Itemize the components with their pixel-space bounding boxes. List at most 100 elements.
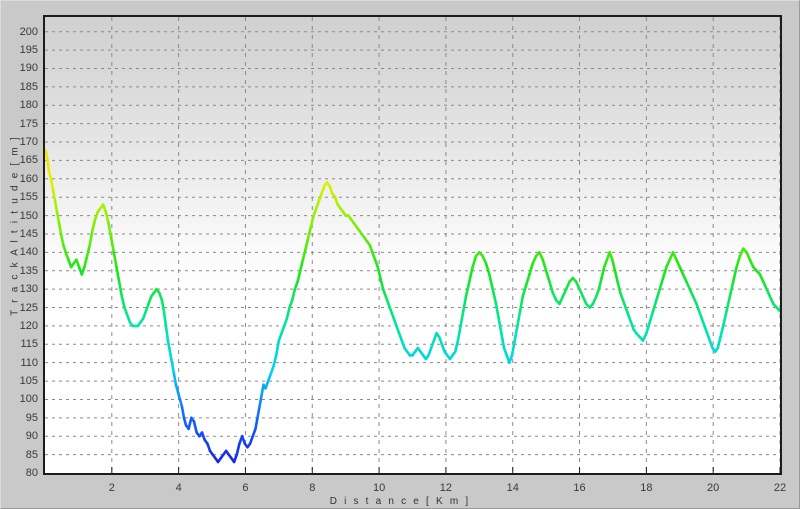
trace-segment <box>473 256 476 267</box>
trace-segment <box>563 289 566 296</box>
y-tick-label: 195 <box>19 44 38 57</box>
trace-segment <box>686 282 689 289</box>
trace-segment <box>164 311 166 326</box>
y-tick-label: 120 <box>19 319 38 332</box>
y-tick-label: 135 <box>19 264 38 277</box>
trace-segment <box>61 234 63 245</box>
trace-segment <box>702 319 705 326</box>
trace-segment <box>388 304 391 311</box>
trace-segment <box>526 274 529 285</box>
trace-segment <box>509 355 512 362</box>
trace-segment <box>284 319 287 326</box>
trace-segment <box>143 311 146 318</box>
trace-segment <box>202 433 205 440</box>
trace-segment <box>300 260 303 271</box>
y-tick-label: 145 <box>19 227 38 240</box>
trace-segment <box>268 374 271 381</box>
trace-segment <box>394 319 397 326</box>
trace-segment <box>546 271 549 282</box>
trace-segment <box>82 267 85 274</box>
y-tick-label: 165 <box>19 154 38 167</box>
trace-segment <box>279 333 282 340</box>
x-tick-label: 6 <box>242 482 249 494</box>
y-tick-label: 90 <box>25 430 38 443</box>
trace-segment <box>663 267 666 278</box>
trace-segment <box>643 333 646 340</box>
trace-segment <box>383 289 386 296</box>
trace-segment <box>602 267 605 278</box>
y-tick-label: 100 <box>19 393 38 406</box>
trace-segment <box>59 223 61 234</box>
trace-segment <box>108 223 111 238</box>
trace-segment <box>666 260 669 267</box>
trace-segment <box>583 296 586 303</box>
y-tick-label: 115 <box>20 338 38 351</box>
trace-segment <box>618 282 621 293</box>
trace-segment <box>111 238 114 253</box>
trace-segment <box>469 267 472 282</box>
y-tick-label: 110 <box>20 356 38 369</box>
trace-segment <box>316 201 319 208</box>
y-axis-tick-labels: 80 85 90 95 100 105 110 115 120 125 130 135 140 145 15… <box>0 0 38 509</box>
trace-segment <box>189 418 192 429</box>
trace-segment <box>194 422 197 433</box>
trace-segment <box>520 296 523 311</box>
trace-segment <box>122 296 125 307</box>
trace-segment <box>370 245 373 252</box>
trace-segment <box>620 293 623 300</box>
trace-segment <box>463 296 466 311</box>
y-tick-label: 180 <box>19 99 38 112</box>
trace-segment <box>439 337 442 344</box>
x-tick-label: 12 <box>439 482 453 494</box>
trace-segment <box>723 311 726 326</box>
trace-segment <box>242 436 245 443</box>
trace-segment <box>733 267 736 282</box>
trace-segment <box>330 186 333 193</box>
trace-segment <box>170 352 172 363</box>
trace-segment <box>777 308 780 312</box>
trace-segment <box>308 227 311 238</box>
y-tick-label: 160 <box>19 172 38 185</box>
trace-segment <box>396 326 399 333</box>
trace-segment <box>466 282 469 297</box>
trace-segment <box>335 197 338 204</box>
trace-segment <box>770 296 773 303</box>
trace-segment <box>593 296 596 303</box>
trace-segment <box>718 337 721 348</box>
trace-segment <box>159 293 162 300</box>
trace-segment <box>628 315 631 322</box>
trace-segment <box>116 267 119 282</box>
x-axis-title: D i s t a n c e [ K m ] <box>329 496 471 507</box>
trace-segment <box>182 407 184 418</box>
trace-segment <box>710 341 713 348</box>
trace-segment <box>399 333 402 340</box>
trace-segment <box>707 333 710 340</box>
trace-segment <box>47 157 49 172</box>
trace-segment <box>596 289 599 296</box>
x-tick-label: 4 <box>175 482 182 494</box>
trace-segment <box>704 326 707 333</box>
trace-segment <box>504 348 507 355</box>
trace-segment <box>259 396 261 407</box>
trace-segment <box>615 271 618 282</box>
trace-segment <box>489 274 492 289</box>
trace-segment <box>763 282 766 289</box>
trace-segment <box>174 374 176 385</box>
trace-segment <box>253 429 256 436</box>
trace-segment <box>250 436 253 443</box>
x-tick-label: 18 <box>640 482 653 494</box>
y-tick-label: 185 <box>19 80 38 93</box>
trace-segment <box>501 333 504 348</box>
trace-segment <box>512 341 515 356</box>
trace-segment <box>767 289 770 296</box>
trace-segment <box>690 289 693 296</box>
y-tick-label: 155 <box>19 191 38 204</box>
y-tick-label: 105 <box>19 375 38 388</box>
altitude-trace <box>45 17 780 473</box>
trace-segment <box>276 341 279 356</box>
trace-segment <box>372 252 375 259</box>
trace-segment <box>106 212 109 223</box>
trace-segment <box>149 296 152 303</box>
trace-segment <box>533 256 536 263</box>
trace-segment <box>676 260 679 267</box>
